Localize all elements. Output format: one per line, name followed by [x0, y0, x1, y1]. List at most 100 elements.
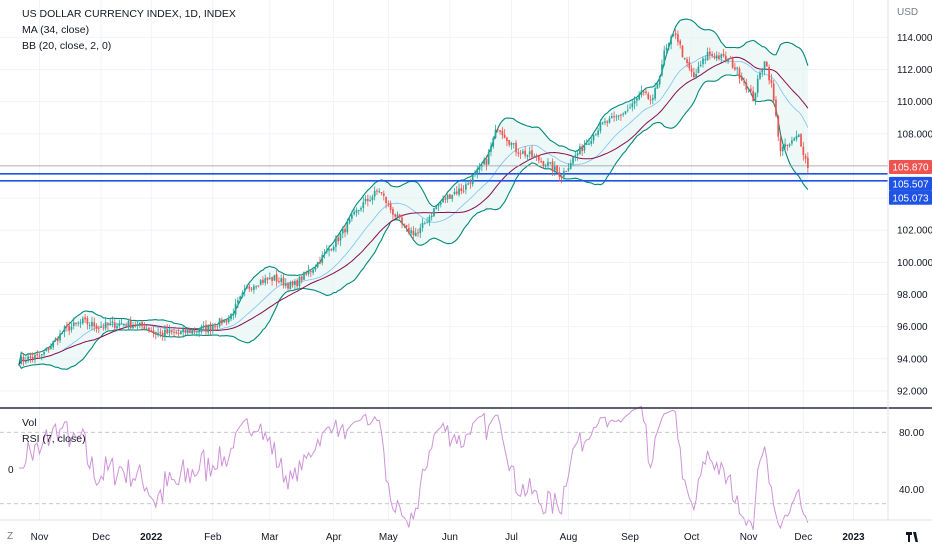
candle-body	[697, 66, 700, 74]
candle-body	[720, 54, 723, 59]
candle-body	[20, 356, 23, 365]
candle-body	[138, 322, 141, 325]
candle-body	[791, 140, 793, 144]
candle-body	[567, 168, 570, 171]
candle-body	[439, 202, 442, 205]
candle-body	[182, 328, 185, 333]
candle-body	[298, 276, 301, 287]
candle-body	[271, 277, 273, 281]
pane-frame	[0, 0, 932, 521]
candle-body	[706, 51, 709, 61]
candle-body	[385, 196, 387, 203]
candle-body	[540, 161, 542, 163]
candle-body	[337, 237, 340, 242]
candle-body	[95, 325, 98, 329]
rsi-legend[interactable]: RSI (7, close)	[22, 433, 86, 445]
bb-legend[interactable]: BB (20, close, 2, 0)	[22, 40, 112, 52]
candle-body	[626, 109, 629, 111]
candle-body	[405, 225, 408, 227]
candle-body	[202, 325, 205, 327]
candle-body	[252, 286, 255, 290]
candle-body	[633, 100, 636, 104]
candle-body	[125, 325, 128, 327]
candle-body	[410, 230, 413, 234]
candle-body	[346, 222, 349, 233]
candle-body	[387, 203, 390, 205]
time-tick-label: Oct	[684, 532, 700, 543]
candle-body	[66, 325, 68, 327]
candle-body	[526, 154, 529, 157]
candle-body	[800, 134, 802, 147]
candle-body	[357, 209, 360, 211]
candle-body	[786, 144, 789, 146]
candle-body	[788, 144, 791, 146]
candle-body	[731, 57, 734, 68]
candle-body	[807, 157, 809, 168]
bollinger-bands	[18, 18, 809, 370]
price-tick-label: 114.000	[897, 33, 932, 44]
vol-legend[interactable]: Vol	[22, 417, 37, 429]
candle-body	[18, 364, 20, 366]
candle-body	[724, 55, 727, 61]
bb-basis	[18, 54, 809, 365]
candle-body	[364, 198, 367, 202]
timezone-z-icon[interactable]: Z	[7, 531, 14, 542]
candle-body	[262, 279, 264, 283]
candle-body	[198, 330, 200, 333]
candle-body	[389, 203, 392, 210]
candle-body	[474, 172, 476, 175]
price-tick-label: 112.000	[897, 65, 932, 76]
candle-body	[622, 113, 625, 115]
candle-body	[590, 140, 593, 144]
candle-body	[168, 330, 171, 334]
candle-body	[670, 37, 672, 45]
ma-legend[interactable]: MA (34, close)	[22, 24, 90, 36]
candle-body	[672, 34, 675, 37]
time-axis[interactable]: Nov Dec 2022 Feb Mar Apr May Jun Jul Aug Sep Oct Nov…	[31, 532, 865, 543]
candle-body	[392, 209, 394, 215]
rsi-tick-label: 80.00	[899, 428, 924, 439]
price-label-box	[889, 176, 932, 191]
candle-body	[157, 332, 159, 335]
candle-body	[79, 322, 82, 324]
candle-body	[280, 278, 283, 282]
candle-body	[307, 270, 310, 275]
candle-body	[772, 83, 775, 101]
candle-body	[43, 351, 45, 355]
candle-body	[186, 329, 189, 334]
candle-body	[702, 58, 704, 65]
candle-body	[246, 285, 248, 288]
candle-body	[460, 188, 463, 192]
candle-body	[394, 214, 397, 217]
price-axis[interactable]: 92.000 94.000 96.000 98.000 100.000 102.000 10…	[897, 33, 932, 496]
candle-body	[241, 292, 244, 297]
candle-body	[599, 122, 602, 132]
candle-body	[645, 91, 647, 93]
candle-body	[549, 162, 552, 164]
candle-body	[319, 262, 321, 264]
candle-body	[323, 253, 326, 255]
candle-body	[330, 249, 333, 251]
candle-body	[180, 331, 182, 334]
candle-body	[27, 356, 29, 361]
candle-body	[223, 319, 226, 323]
candle-body	[403, 224, 406, 226]
candle-body	[243, 288, 246, 292]
candle-body	[221, 319, 223, 324]
candle-body	[563, 171, 565, 177]
candle-body	[478, 165, 481, 170]
candle-body	[40, 354, 43, 356]
candle-body	[777, 115, 780, 137]
horizontal-lines[interactable]	[0, 165, 888, 182]
candle-body	[476, 168, 479, 174]
candle-body	[743, 81, 745, 83]
candle-body	[647, 93, 650, 99]
candle-body	[679, 40, 682, 45]
candle-body	[273, 275, 276, 281]
candle-body	[613, 116, 615, 118]
candle-body	[727, 58, 729, 62]
tradingview-logo-icon[interactable]	[905, 531, 919, 546]
candle-body	[715, 55, 718, 59]
candle-body	[351, 214, 353, 219]
